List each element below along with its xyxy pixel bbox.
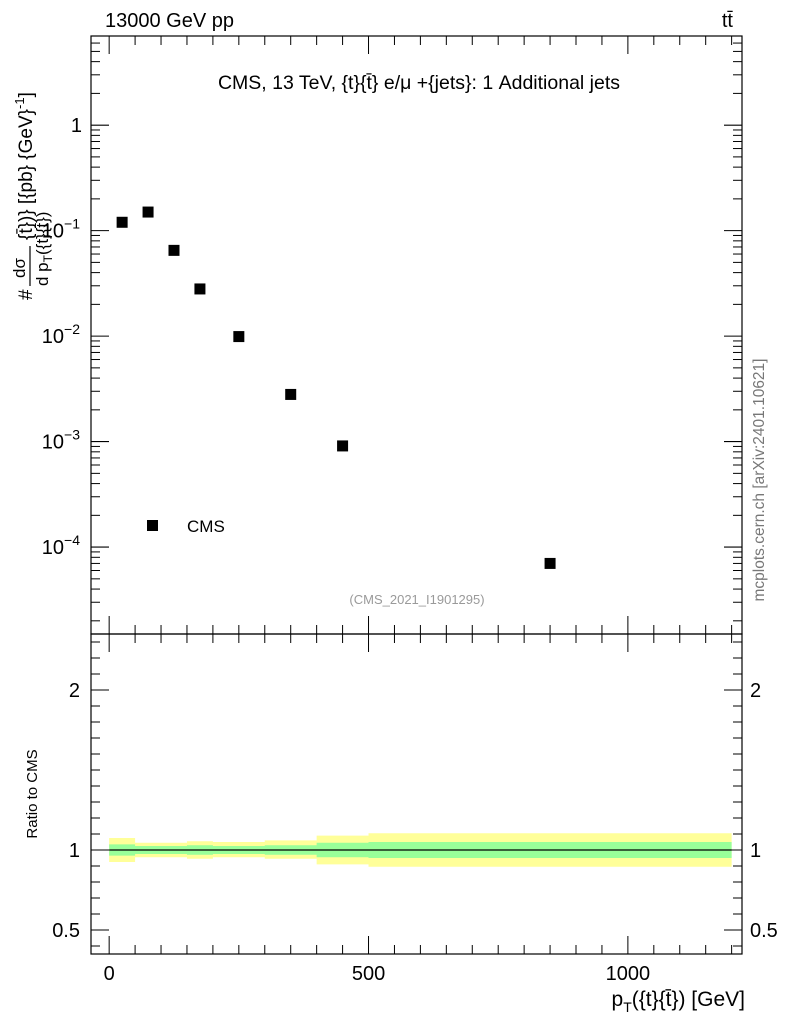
data-points [116,206,556,569]
data-point [194,283,206,295]
y-tick-label: 10−1 [42,216,80,243]
main-minor-yticks [91,35,742,622]
analysis-watermark: (CMS_2021_I1901295) [349,592,484,607]
main-panel: 1 10−1 10−2 10−3 10−4 CMS, 13 TeV, {t}{t̄} e… [10,35,743,635]
x-axis-label: pT({t}{t̄}) [GeV] [612,988,745,1015]
process-label: tt̄ [722,10,734,32]
data-point [285,388,297,400]
x-tick-label: 0 [104,963,115,985]
ratio-y-axis-label: Ratio to CMS [24,749,41,838]
x-tick-label: 500 [352,963,385,985]
y-tick-label: 10−4 [42,532,80,559]
ratio-y-tick-label: 0.5 [52,920,80,942]
main-xticks [108,36,733,634]
side-label: mcplots.cern.ch [arXiv:2401.10621] [751,359,768,602]
y-tick-label: 10−2 [42,321,80,348]
y-label-prefix: # [16,289,37,300]
ratio-y-tick-label-right: 2 [750,680,761,702]
main-frame [90,35,743,635]
main-yticks: 1 10−1 10−2 10−3 10−4 [42,115,742,559]
ratio-y-tick-label: 2 [69,680,80,702]
legend-label: CMS [187,517,225,536]
chart-title: CMS, 13 TeV, {t}{t̄} e/μ +{jets}: 1 Addi… [218,72,620,94]
y-label-denominator: d pT({t}{t̄}) [33,212,55,286]
x-tick-label: 1000 [606,963,651,985]
ratio-y-tick-label: 1 [69,840,80,862]
energy-label: 13000 GeV pp [105,10,234,32]
ratio-panel: 0.5 0.5 1 1 2 2 0 500 1000 Ratio to CMS pT({t}{… [24,633,778,1015]
data-point [168,244,180,256]
ratio-y-tick-label-right: 0.5 [750,920,778,942]
data-point [544,557,556,569]
legend-marker [147,520,158,531]
ratio-y-tick-label-right: 1 [750,840,761,862]
data-point [337,440,349,452]
y-label-units: {t̄})} [{pb} {GeV}-1] [12,92,37,240]
y-tick-label: 1 [71,115,82,137]
ratio-frame [90,633,743,955]
legend: CMS [147,517,225,536]
ratio-xticks: 0 500 1000 [104,634,733,985]
y-tick-label: 10−3 [42,427,80,454]
data-point [142,206,154,218]
y-label-numerator: dσ [10,258,29,278]
ratio-yticks: 0.5 0.5 1 1 2 2 [52,641,778,947]
main-y-axis-label: # dσ d pT({t}{t̄}) {t̄})} [{pb} {GeV}-1] [10,92,55,300]
data-point [116,216,128,228]
data-point [233,331,245,343]
